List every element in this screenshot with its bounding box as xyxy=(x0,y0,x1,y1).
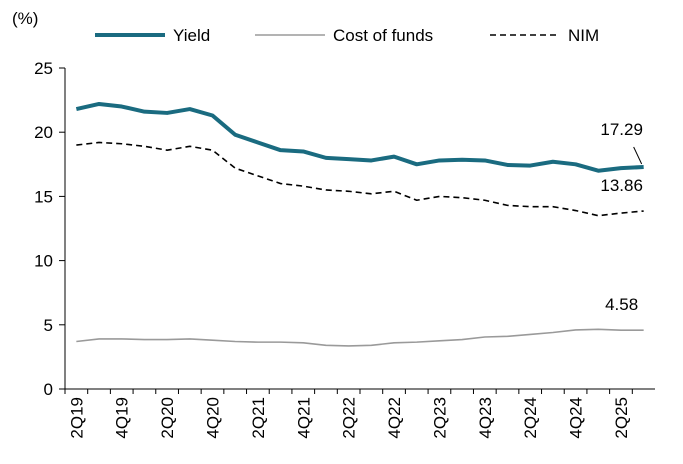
x-tick-label: 4Q24 xyxy=(567,397,586,439)
y-tick-label: 10 xyxy=(34,252,53,271)
legend-label: Yield xyxy=(173,26,210,45)
series-line xyxy=(76,328,644,347)
y-tick-label: 5 xyxy=(44,316,53,335)
y-tick-label: 20 xyxy=(34,123,53,142)
x-tick-label: 2Q23 xyxy=(430,397,449,439)
x-tick-label: 2Q24 xyxy=(521,397,540,439)
leader-line xyxy=(633,146,643,165)
y-axis-label: (%) xyxy=(12,9,38,28)
data-label: 17.29 xyxy=(600,120,643,139)
y-tick-label: 25 xyxy=(34,59,53,78)
x-tick-label: 4Q23 xyxy=(476,397,495,439)
x-tick-label: 4Q19 xyxy=(113,397,132,439)
legend-label: NIM xyxy=(568,26,599,45)
x-tick-label: 4Q20 xyxy=(204,397,223,439)
y-tick-label: 0 xyxy=(44,380,53,399)
x-tick-label: 2Q21 xyxy=(249,397,268,439)
y-tick-label: 15 xyxy=(34,187,53,206)
x-tick-label: 2Q20 xyxy=(158,397,177,439)
legend-label: Cost of funds xyxy=(333,26,433,45)
x-tick-label: 2Q22 xyxy=(340,397,359,439)
x-tick-label: 4Q21 xyxy=(294,397,313,439)
x-tick-label: 2Q19 xyxy=(67,397,86,439)
x-tick-label: 4Q22 xyxy=(385,397,404,439)
x-tick-label: 2Q25 xyxy=(612,397,631,439)
data-label: 4.58 xyxy=(605,295,638,314)
series-line xyxy=(75,101,644,173)
data-label: 13.86 xyxy=(600,176,643,195)
series-line xyxy=(76,141,644,217)
